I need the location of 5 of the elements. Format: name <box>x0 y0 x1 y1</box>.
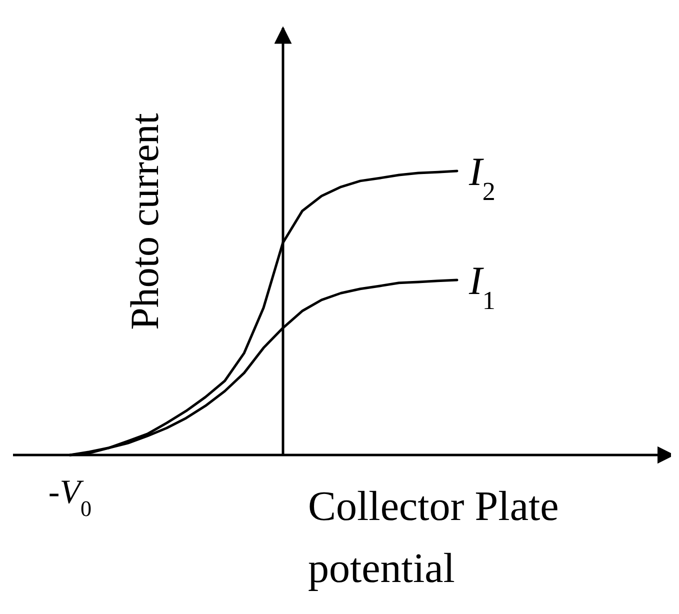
series-label: I$_{2}$ <box>468 149 496 206</box>
series-label: I$_{1}$ <box>468 258 496 315</box>
text: -V$_{0}$ <box>48 474 92 520</box>
y-axis-title: Photo current <box>122 113 167 330</box>
x-axis-title: Collector Plate potential <box>308 484 559 592</box>
